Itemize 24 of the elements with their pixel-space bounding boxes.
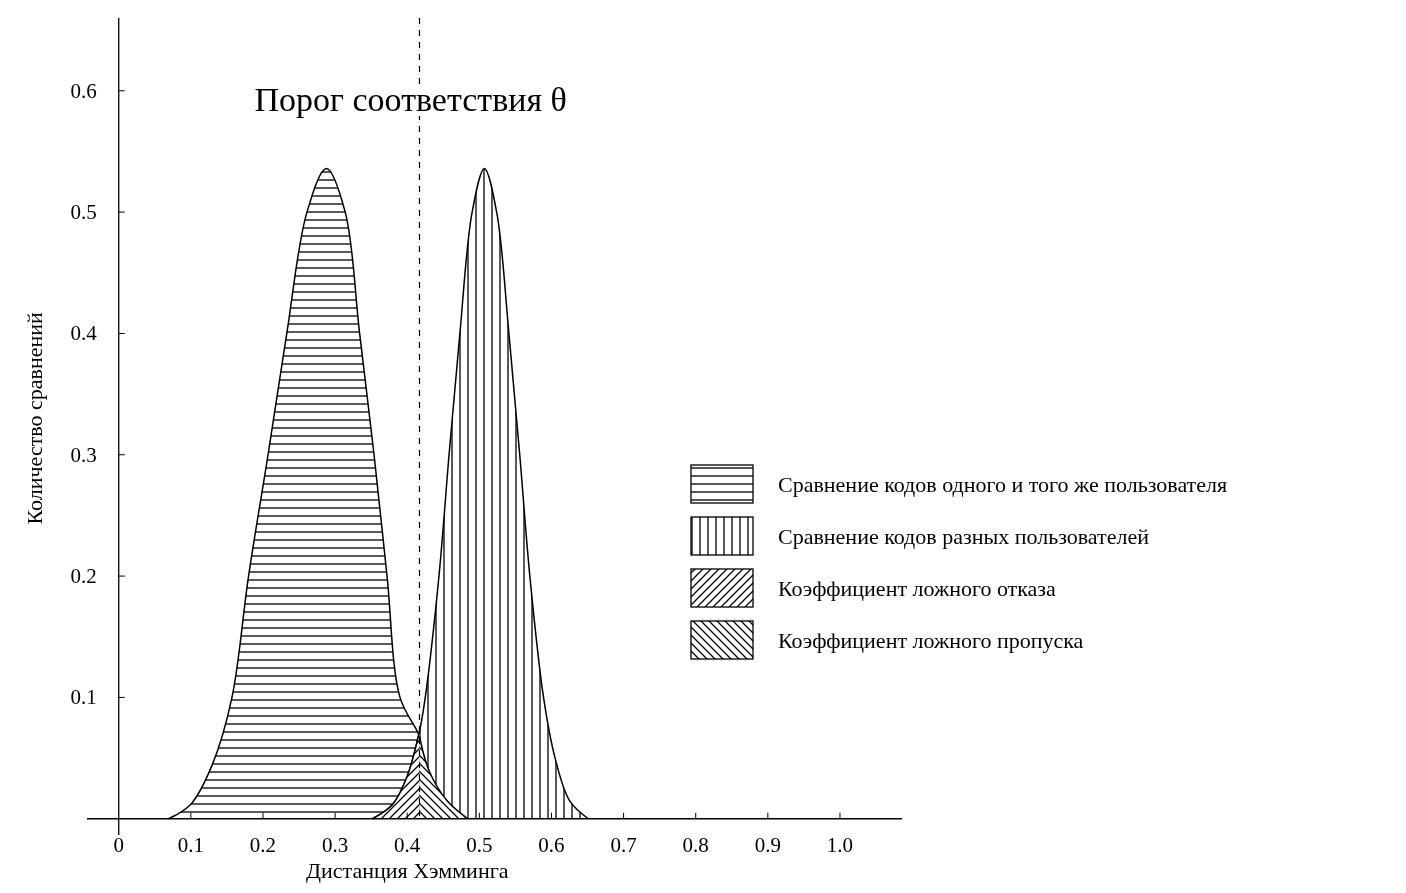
x-tick-label: 0 xyxy=(113,832,124,857)
y-tick-label: 0.3 xyxy=(70,442,97,467)
y-tick-label: 0.4 xyxy=(70,321,98,346)
x-tick-label: 0.2 xyxy=(249,832,277,857)
y-tick-label: 0.5 xyxy=(70,200,97,225)
x-tick-label: 0.3 xyxy=(321,832,349,857)
ref-line-label: Порог соответствия θ xyxy=(254,80,567,118)
x-tick-label: 0.7 xyxy=(610,832,637,857)
x-tick-label: 1.0 xyxy=(826,832,854,857)
x-tick-label: 0.4 xyxy=(394,832,421,857)
legend-label: Коэффициент ложного пропуска xyxy=(778,627,1084,653)
x-tick-label: 0.9 xyxy=(754,832,781,857)
x-tick-label: 0.8 xyxy=(682,832,709,857)
legend-label: Сравнение кодов одного и того же пользователя xyxy=(778,471,1228,497)
x-tick-label: 0.5 xyxy=(466,832,493,857)
y-tick-label: 0.1 xyxy=(70,685,97,710)
y-tick-label: 0.2 xyxy=(70,564,97,589)
y-axis-title: Количество сравнений xyxy=(22,311,47,525)
legend-label: Коэффициент ложного отказа xyxy=(778,575,1057,601)
x-axis-title: Дистанция Хэмминга xyxy=(306,858,509,883)
legend-label: Сравнение кодов разных пользователей xyxy=(778,523,1150,549)
x-tick-label: 0.6 xyxy=(538,832,565,857)
y-tick-label: 0.6 xyxy=(70,78,97,103)
x-tick-label: 0.1 xyxy=(177,832,204,857)
